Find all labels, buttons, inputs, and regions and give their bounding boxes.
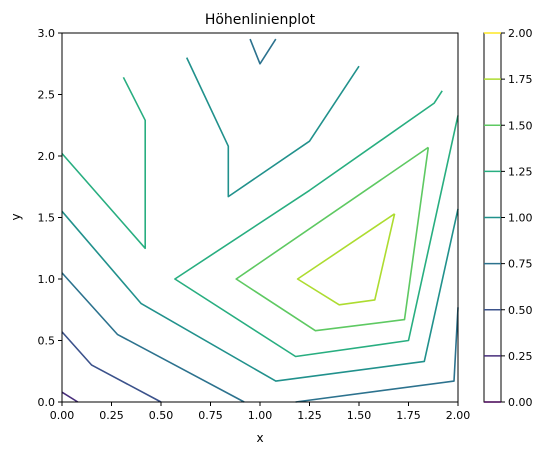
contour-line-0-75-1 [295, 307, 459, 403]
colorbar-tick-label: 2.00 [508, 27, 533, 40]
contour-line-1-0 [61, 208, 459, 382]
x-axis-label: x [256, 431, 263, 445]
colorbar-tick-label: 0.00 [508, 396, 533, 409]
chart-title: Höhenlinienplot [205, 12, 316, 28]
x-tick-label: 1.25 [297, 409, 322, 422]
contour-line-0-75-0 [61, 272, 245, 403]
x-tick-label: 0.00 [50, 409, 75, 422]
y-tick-label: 1.5 [38, 212, 56, 225]
y-tick-label: 2.5 [38, 89, 56, 102]
colorbar-tick-label: 0.25 [508, 350, 533, 363]
y-tick-label: 3.0 [38, 27, 56, 40]
contour-line-1-25-0 [61, 76, 146, 250]
y-axis: 0.0 0.5 1.0 1.5 2.0 2.5 3.0 [38, 27, 62, 409]
colorbar: 0.00 0.25 0.50 0.75 1.00 1.25 1.50 1.75 2.00 [483, 27, 533, 409]
x-tick-label: 1.50 [347, 409, 372, 422]
contour-line-1-75-0 [296, 213, 396, 306]
contour-line-0-5-0 [61, 331, 162, 403]
colorbar-tick-label: 1.75 [508, 73, 533, 86]
x-tick-label: 2.00 [446, 409, 471, 422]
contour-line-1-1 [185, 57, 360, 198]
colorbar-tick-label: 1.50 [508, 119, 533, 132]
y-tick-label: 0.0 [38, 396, 56, 409]
colorbar-tick-label: 0.75 [508, 258, 533, 271]
colorbar-tick-label: 1.00 [508, 212, 533, 225]
x-tick-label: 0.50 [149, 409, 174, 422]
plot-frame [61, 32, 459, 403]
y-tick-label: 2.0 [38, 150, 56, 163]
x-tick-label: 0.25 [99, 409, 124, 422]
contour-line-0-75-2 [249, 38, 277, 65]
contour-line-1-25-1 [174, 90, 459, 358]
colorbar-tick-label: 1.25 [508, 165, 533, 178]
y-tick-label: 0.5 [38, 335, 56, 348]
x-tick-label: 1.00 [248, 409, 273, 422]
x-tick-label: 1.75 [396, 409, 421, 422]
contour-line-1-5-0 [235, 146, 430, 332]
x-tick-label: 0.75 [198, 409, 223, 422]
x-axis: 0.00 0.25 0.50 0.75 1.00 1.25 1.50 1.75 2.00 [50, 402, 471, 422]
contour-line-0-25-0 [61, 391, 79, 403]
y-axis-label: y [9, 213, 23, 220]
contour-lines [61, 38, 459, 403]
colorbar-tick-label: 0.50 [508, 304, 533, 317]
y-tick-label: 1.0 [38, 273, 56, 286]
